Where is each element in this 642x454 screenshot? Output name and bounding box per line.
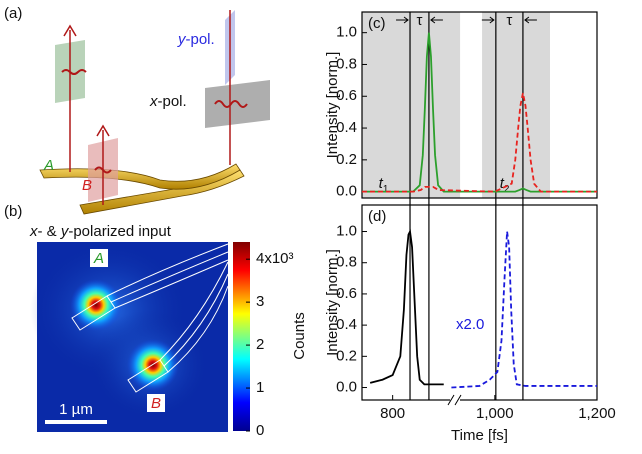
tau-label: τ xyxy=(506,12,512,29)
y-axis-label: Intensity [norm.] xyxy=(324,249,341,356)
colorbar-tick-label: 2 xyxy=(256,336,264,353)
x-axis-label: Time [fs] xyxy=(451,427,508,444)
title-var: y xyxy=(60,223,70,240)
scale-annotation: x2.0 xyxy=(456,316,484,333)
y-tick-label: 0.0 xyxy=(336,183,357,200)
panel-label: (c) xyxy=(368,15,386,32)
pol-label-text: -pol. xyxy=(158,93,187,110)
y-tick-label: 0.2 xyxy=(336,347,357,364)
panel-label: (b) xyxy=(4,203,22,220)
pol-label-var: y xyxy=(177,31,187,48)
colorbar-tick-label: 3 xyxy=(256,293,264,310)
axis-break-gap xyxy=(450,395,460,405)
heatmap-spot xyxy=(70,279,122,331)
polarization-plane xyxy=(205,80,270,128)
line-series xyxy=(451,231,597,389)
port-box xyxy=(90,249,108,267)
waveguide-outline xyxy=(71,243,229,393)
port-label: A xyxy=(93,250,104,267)
t-label-main: t xyxy=(500,175,505,192)
y-tick-label: 0.4 xyxy=(336,316,357,333)
colorbar xyxy=(233,242,250,431)
colorbar-label: Counts xyxy=(291,312,308,360)
port-box xyxy=(147,394,165,412)
x-tick-label: 1,000 xyxy=(476,405,514,422)
tau-label: τ xyxy=(417,12,423,29)
tau-arrow xyxy=(524,16,537,24)
y-tick-label: 0.2 xyxy=(336,151,357,168)
tau-arrow xyxy=(396,16,409,24)
colorbar-tick-label: 1 xyxy=(256,379,264,396)
x-tick-label: 800 xyxy=(380,405,405,422)
shaded-region xyxy=(482,12,550,198)
panel-label: (d) xyxy=(368,208,386,225)
t-label: t2 xyxy=(500,175,510,195)
colorbar-tick-label: 0 xyxy=(256,422,264,439)
colorbar-tick-label: 4x10³ xyxy=(256,250,294,267)
pol-label-text: -pol. xyxy=(186,31,215,48)
title-text: - & xyxy=(38,223,61,240)
port-label: B xyxy=(151,395,161,412)
y-tick-label: 0.6 xyxy=(336,87,357,104)
plot-frame xyxy=(361,204,598,401)
panel-a: (a) y-pol. x-pol. A B xyxy=(4,5,270,215)
y-tick-label: 1.0 xyxy=(336,24,357,41)
y-tick-label: 0.8 xyxy=(336,55,357,72)
t-label: t1 xyxy=(379,175,389,195)
pol-label-var: x xyxy=(149,93,158,110)
y-tick-label: 0.4 xyxy=(336,119,357,136)
line-series xyxy=(362,92,597,193)
shaded-region xyxy=(362,12,461,198)
t-label-sub: 1 xyxy=(383,184,389,195)
panel-label: (a) xyxy=(4,5,22,22)
axis-break xyxy=(447,394,462,406)
panel-b: (b) x- & y-polarized input A B 1 µm Coun… xyxy=(4,203,308,432)
y-tick-label: 0.8 xyxy=(336,254,357,271)
heatmap-spot xyxy=(127,339,179,391)
title-text: -polarized input xyxy=(68,223,171,240)
line-series xyxy=(362,32,597,193)
beam xyxy=(61,10,248,205)
panel-title: x- & y-polarized input xyxy=(29,223,172,240)
line-series xyxy=(369,228,444,386)
y-tick-label: 0.0 xyxy=(336,378,357,395)
t-label-sub: 2 xyxy=(504,184,510,195)
port-label: B xyxy=(82,177,92,194)
y-axis-label: Intensity [norm.] xyxy=(324,52,341,159)
tau-arrow xyxy=(481,16,495,24)
x-tick-label: 1,200 xyxy=(578,405,616,422)
tau-arrow xyxy=(430,16,443,24)
y-tick-label: 1.0 xyxy=(336,222,357,239)
title-var: x xyxy=(29,223,38,240)
pol-label: x-pol. xyxy=(149,93,187,110)
pol-label: y-pol. xyxy=(177,31,215,48)
plot-frame xyxy=(361,11,598,199)
port-label: A xyxy=(43,157,54,174)
y-tick-label: 0.6 xyxy=(336,285,357,302)
t-label-main: t xyxy=(379,175,384,192)
charts: (c) Intensity [norm.] 0.0 0.2 0.4 0.6 0.8 1.0 τ τ… xyxy=(324,11,616,444)
scale-bar-label: 1 µm xyxy=(59,401,93,418)
